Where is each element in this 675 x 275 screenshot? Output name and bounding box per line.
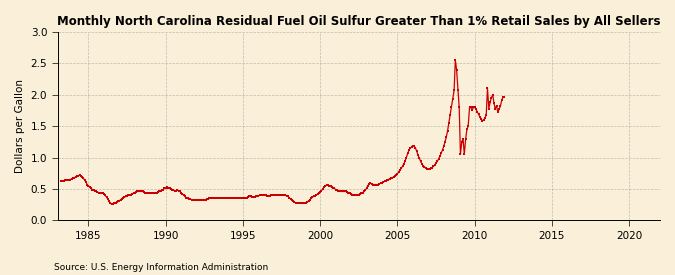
- Title: Monthly North Carolina Residual Fuel Oil Sulfur Greater Than 1% Retail Sales by : Monthly North Carolina Residual Fuel Oil…: [57, 15, 661, 28]
- Y-axis label: Dollars per Gallon: Dollars per Gallon: [15, 79, 25, 173]
- Text: Source: U.S. Energy Information Administration: Source: U.S. Energy Information Administ…: [54, 263, 268, 272]
